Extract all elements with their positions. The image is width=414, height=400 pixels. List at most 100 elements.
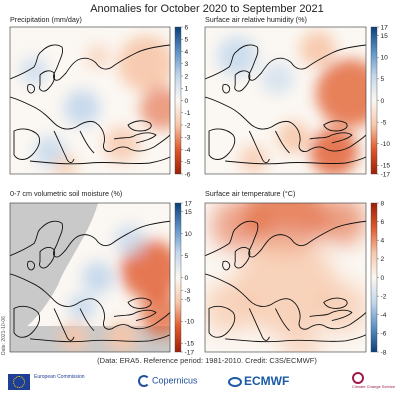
map-panel: 0-7 cm volumetric soil moisture (%)17151…	[9, 189, 195, 356]
colorbar-tick-label: -6	[185, 171, 191, 178]
colorbar-tick-label: -2	[381, 293, 387, 300]
footer-logos: European Commission Copernicus ECMWF Cli…	[0, 370, 414, 400]
colorbar-tick-label: -5	[185, 159, 191, 166]
map-panel: Surface air relative humidity (%) 17 15 10 5…	[204, 15, 391, 178]
colorbar-tick-label: 10	[185, 231, 193, 238]
ocean-mask	[10, 203, 98, 338]
anomaly-patch	[118, 35, 170, 92]
colorbar-tick-label: -4	[381, 312, 387, 319]
colorbar: 17 15 10 5 0 -3 -5 -10 -15-17	[174, 200, 195, 356]
colorbar-tick-label: -10	[185, 319, 195, 326]
colorbar-tick-label: 17	[185, 200, 193, 207]
colorbar-tick-label: -17	[185, 349, 195, 356]
panel-title: 0-7 cm volumetric soil moisture (%)	[10, 189, 122, 198]
colorbar-tick-label: 5	[185, 253, 189, 260]
colorbar-tick-label: 5	[185, 37, 189, 44]
colorbar-ramp	[370, 26, 378, 175]
anomaly-patch	[315, 281, 366, 334]
anomaly-patch	[114, 224, 146, 257]
anomaly-patch	[315, 59, 366, 128]
colorbar-tick-label: 0	[185, 98, 189, 105]
colorbar-tick-label: 5	[381, 76, 385, 83]
mediterranean-mask	[10, 326, 170, 352]
anomaly-patch	[217, 36, 258, 77]
map-frame	[204, 26, 367, 175]
colorbar-tick-label: 0	[381, 98, 385, 105]
anomaly-patch	[299, 31, 336, 68]
colorbar-tick-label: -15	[381, 163, 391, 170]
anomaly-patch	[309, 127, 358, 174]
colorbar-tick-label: 2	[381, 256, 385, 263]
anomaly-patch	[20, 57, 48, 86]
map-panel: Precipitation (mm/day) 6 5 4 3 2 1 0 -1 -2 -3 -4 -5 -…	[9, 15, 191, 178]
copernicus-logo: Copernicus	[138, 375, 198, 387]
colorbar-tick-label: 4	[185, 49, 189, 56]
copernicus-icon	[138, 375, 150, 387]
colorbar-tick-label: 8	[381, 200, 385, 207]
ecmwf-logo: ECMWF	[228, 374, 289, 388]
copernicus-label: Copernicus	[152, 375, 198, 386]
colorbar: 6 5 4 3 2 1 0 -1 -2 -3 -4 -5 -6	[174, 24, 191, 178]
colorbar-tick-label: 3	[185, 61, 189, 68]
anomaly-field	[205, 27, 366, 174]
colorbar-tick-label: 15	[185, 209, 193, 216]
colorbar-tick-label: 4	[381, 238, 385, 245]
colorbar-ramp	[174, 202, 182, 353]
colorbar-tick-label: -5	[381, 119, 387, 126]
panel-title: Precipitation (mm/day)	[10, 15, 82, 24]
colorbar-tick-label: -6	[381, 331, 387, 338]
date-stamp: Date: 2021-10-06	[1, 316, 7, 355]
anomaly-patch	[64, 89, 100, 126]
colorbar-tick-label: -3	[185, 288, 191, 295]
colorbar-tick-label: -10	[381, 141, 391, 148]
colorbar-tick-label: 0	[381, 275, 385, 282]
anomaly-field	[10, 27, 170, 174]
anomaly-patch	[281, 324, 322, 352]
colorbar: 17 15 10 5 0 -5 -10 -15-17	[370, 24, 391, 178]
panel-title: Surface air temperature (°C)	[205, 189, 295, 198]
colorbar-tick-label: 2	[185, 73, 189, 80]
anomaly-patch	[140, 292, 170, 337]
colorbar-tick-label: 6	[185, 24, 189, 31]
anomaly-patch	[261, 62, 294, 95]
map-frame	[9, 202, 171, 353]
colorbar-tick-label: -17	[381, 171, 391, 178]
anomaly-patch	[86, 44, 110, 69]
anomaly-patch	[277, 121, 310, 154]
colorbar-tick-label: 6	[381, 219, 385, 226]
anomaly-patch	[317, 203, 366, 245]
colorbar-tick-label: -15	[185, 341, 195, 348]
colorbar: 8 6 4 2 0 -2 -4 -6 -8	[370, 200, 387, 356]
colorbar-tick-label: 1	[185, 86, 189, 93]
map-frame	[204, 202, 367, 353]
ecmwf-label: ECMWF	[244, 374, 290, 388]
anomaly-field	[10, 203, 170, 352]
colorbar-tick-label: -1	[185, 110, 191, 117]
colorbar-tick-label: -8	[381, 349, 387, 356]
colorbar-tick-label: -5	[185, 297, 191, 304]
c3s-label: Climate Change Service	[352, 384, 396, 389]
colorbar-tick-label: 0	[185, 275, 189, 282]
anomaly-patch	[140, 85, 170, 130]
colorbar-tick-label: -3	[185, 135, 191, 142]
c3s-icon	[352, 372, 364, 384]
anomaly-patch	[239, 145, 268, 174]
anomaly-field	[205, 203, 366, 352]
c3s-logo: Climate Change Service	[352, 372, 395, 389]
anomaly-patch	[235, 234, 336, 335]
colorbar-ramp	[174, 26, 182, 175]
panel-title: Surface air relative humidity (%)	[205, 15, 307, 24]
map-frame	[9, 26, 171, 175]
colorbar-tick-label: 15	[381, 33, 389, 40]
anomaly-patch	[104, 126, 140, 163]
anomaly-patch	[82, 261, 114, 294]
colorbar-tick-label: 17	[381, 24, 389, 31]
eu-flag-icon	[8, 374, 30, 390]
colorbar-tick-label: -2	[185, 122, 191, 129]
colorbar-tick-label: -4	[185, 147, 191, 154]
eu-label: European Commission	[34, 374, 85, 380]
figure-footnote: (Data: ERA5. Reference period: 1981-2010…	[97, 356, 317, 365]
ecmwf-icon	[228, 376, 242, 387]
anomaly-patch	[106, 321, 138, 352]
